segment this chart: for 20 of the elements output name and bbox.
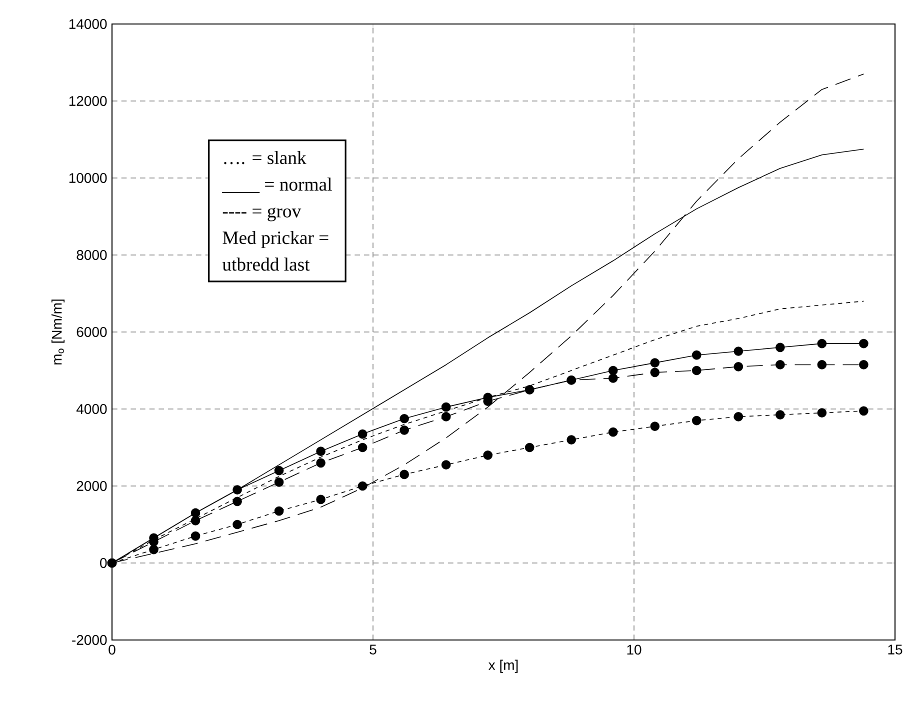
annotation: Med prickar = <box>222 230 328 248</box>
y-tick-label: -2000 <box>72 635 107 645</box>
x-tick-label: 0 <box>108 644 116 655</box>
y-tick-label: 6000 <box>76 327 107 337</box>
annotation: ---- = grov <box>222 208 302 222</box>
y-tick-label: 8000 <box>76 250 107 260</box>
annotation: …. = slank <box>224 150 306 164</box>
y-tick-label: 2000 <box>76 481 107 491</box>
x-tick-label: 10 <box>627 644 642 655</box>
x-axis-title: x [m] <box>488 660 518 673</box>
annotation: utbredd last <box>222 258 310 271</box>
y-tick-label: 14000 <box>69 19 107 29</box>
annotation: ____ = normal <box>222 178 332 193</box>
x-tick-label: 5 <box>370 644 376 654</box>
x-tick-label: 15 <box>888 644 902 654</box>
y-tick-label: 12000 <box>69 96 107 106</box>
y-tick-label: 4000 <box>76 404 107 414</box>
y-tick-label: 10000 <box>69 173 107 183</box>
y-axis-title: m$_{o}$ [Nm/m] <box>51 300 65 364</box>
y-tick-label: 0 <box>100 558 107 568</box>
